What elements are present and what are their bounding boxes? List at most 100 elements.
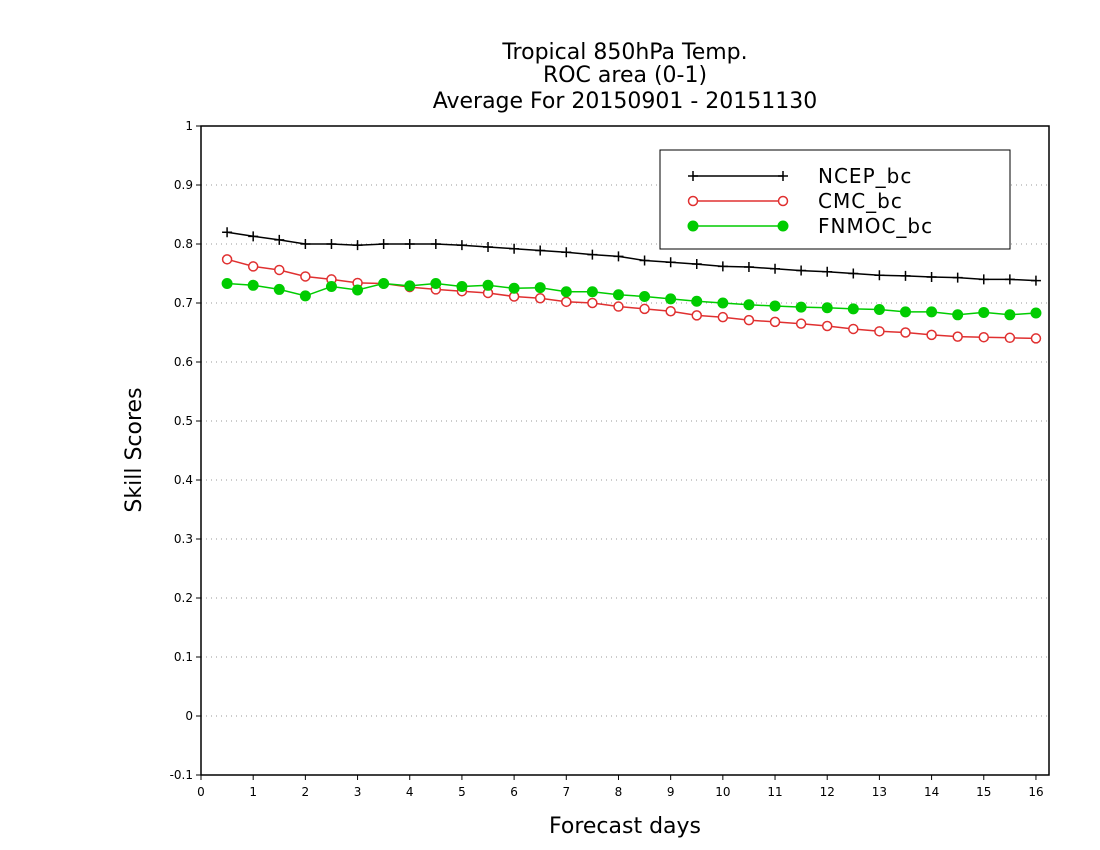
data-point-fnmoc-bc bbox=[273, 283, 285, 295]
x-tick-label: 3 bbox=[354, 785, 362, 799]
data-point-cmc-bc bbox=[795, 318, 807, 329]
y-tick-label: 0 bbox=[185, 709, 193, 723]
data-point-fnmoc-bc bbox=[821, 302, 833, 314]
data-point-ncep-bc bbox=[222, 227, 233, 238]
data-point-cmc-bc bbox=[665, 306, 676, 317]
legend-label: NCEP_bc bbox=[818, 164, 912, 188]
x-tick-label: 8 bbox=[615, 785, 623, 799]
legend-label: FNMOC_bc bbox=[818, 214, 933, 238]
data-point-cmc-bc bbox=[587, 297, 598, 309]
x-tick-label: 5 bbox=[458, 785, 466, 799]
data-point-ncep-bc bbox=[639, 255, 650, 266]
data-point-ncep-bc bbox=[404, 239, 415, 249]
y-tick-label: 0.3 bbox=[174, 532, 193, 546]
x-tick-label: 2 bbox=[302, 785, 310, 799]
data-point-fnmoc-bc bbox=[926, 306, 938, 318]
data-point-fnmoc-bc bbox=[769, 300, 781, 312]
data-point-cmc-bc bbox=[926, 329, 937, 341]
data-point-ncep-bc bbox=[456, 240, 467, 251]
data-point-cmc-bc bbox=[743, 314, 755, 326]
data-point-cmc-bc bbox=[561, 296, 572, 308]
legend-marker bbox=[687, 195, 699, 207]
data-point-fnmoc-bc bbox=[456, 280, 468, 292]
data-point-fnmoc-bc bbox=[534, 282, 546, 294]
data-point-fnmoc-bc bbox=[325, 280, 337, 292]
data-point-fnmoc-bc bbox=[1030, 307, 1042, 319]
data-point-ncep-bc bbox=[978, 274, 989, 285]
data-point-cmc-bc bbox=[300, 271, 311, 282]
x-tick-label: 11 bbox=[767, 785, 782, 799]
data-point-ncep-bc bbox=[483, 241, 494, 252]
chart-title-line-3: Average For 20150901 - 20151130 bbox=[433, 89, 818, 114]
legend-entry-cmc-bc: CMC_bc bbox=[687, 189, 902, 213]
data-point-fnmoc-bc bbox=[743, 299, 755, 311]
data-point-fnmoc-bc bbox=[508, 282, 520, 294]
data-point-ncep-bc bbox=[300, 239, 311, 249]
data-point-fnmoc-bc bbox=[1004, 309, 1016, 321]
chart-title-line-2: ROC area (0-1) bbox=[543, 63, 707, 88]
data-point-cmc-bc bbox=[952, 331, 963, 342]
data-point-cmc-bc bbox=[821, 320, 833, 332]
data-point-fnmoc-bc bbox=[352, 284, 364, 296]
data-point-fnmoc-bc bbox=[952, 309, 964, 321]
x-tick-label: 15 bbox=[976, 785, 991, 799]
data-point-fnmoc-bc bbox=[221, 278, 233, 290]
data-point-cmc-bc bbox=[874, 326, 885, 337]
axes: -0.100.10.20.30.40.50.60.70.80.910 1 2 3 4 5 6… bbox=[170, 119, 1044, 799]
data-point-ncep-bc bbox=[822, 266, 833, 277]
data-point-ncep-bc bbox=[848, 268, 859, 279]
legend-marker bbox=[688, 171, 698, 181]
data-point-cmc-bc bbox=[900, 327, 911, 338]
data-point-cmc-bc bbox=[717, 311, 729, 323]
x-tick-label: 16 bbox=[1028, 785, 1043, 799]
plot-frame bbox=[200, 125, 1050, 776]
legend-entry-ncep-bc: NCEP_bc bbox=[688, 164, 912, 188]
data-point-fnmoc-bc bbox=[299, 290, 311, 302]
legend-marker bbox=[687, 220, 699, 232]
data-point-ncep-bc bbox=[770, 263, 781, 274]
data-point-fnmoc-bc bbox=[873, 303, 885, 315]
data-point-ncep-bc bbox=[326, 239, 337, 249]
series-line-cmc-bc bbox=[226, 258, 1037, 340]
data-point-ncep-bc bbox=[874, 270, 885, 281]
legend-entry-fnmoc-bc: FNMOC_bc bbox=[687, 214, 933, 238]
x-tick-label: 13 bbox=[872, 785, 887, 799]
x-tick-label: 14 bbox=[924, 785, 939, 799]
data-point-fnmoc-bc bbox=[247, 279, 259, 291]
y-tick-label: 0.1 bbox=[174, 650, 193, 664]
data-point-fnmoc-bc bbox=[899, 306, 911, 318]
chart-title: Tropical 850hPa Temp. ROC area (0-1) Ave… bbox=[433, 40, 818, 114]
data-point-cmc-bc bbox=[1004, 332, 1016, 344]
data-point-cmc-bc bbox=[691, 310, 703, 321]
x-tick-label: 9 bbox=[667, 785, 675, 799]
x-tick-label: 7 bbox=[562, 785, 570, 799]
x-tick-label: 10 bbox=[715, 785, 730, 799]
data-point-ncep-bc bbox=[248, 231, 259, 242]
legend-marker bbox=[777, 220, 789, 232]
series-ncep-bc bbox=[222, 227, 1041, 286]
data-point-fnmoc-bc bbox=[482, 279, 494, 291]
y-tick-label: 1 bbox=[185, 119, 193, 133]
data-point-ncep-bc bbox=[430, 239, 441, 249]
data-point-ncep-bc bbox=[352, 240, 363, 251]
data-point-cmc-bc bbox=[639, 303, 650, 315]
data-point-ncep-bc bbox=[926, 272, 937, 283]
data-point-cmc-bc bbox=[274, 264, 285, 276]
data-point-cmc-bc bbox=[978, 331, 990, 343]
y-tick-label: 0.9 bbox=[174, 178, 193, 192]
series-fnmoc-bc bbox=[221, 278, 1042, 321]
data-point-fnmoc-bc bbox=[665, 293, 677, 305]
data-point-ncep-bc bbox=[1004, 274, 1015, 285]
data-point-ncep-bc bbox=[509, 243, 520, 254]
data-point-fnmoc-bc bbox=[847, 303, 859, 315]
data-point-ncep-bc bbox=[796, 265, 807, 276]
series-layer bbox=[221, 227, 1042, 344]
y-tick-label: 0.8 bbox=[174, 237, 193, 251]
data-point-fnmoc-bc bbox=[691, 295, 703, 307]
x-axis-label: Forecast days bbox=[549, 814, 701, 839]
y-tick-label: 0.4 bbox=[174, 473, 193, 487]
data-point-cmc-bc bbox=[769, 316, 781, 328]
data-point-cmc-bc bbox=[1030, 333, 1042, 344]
